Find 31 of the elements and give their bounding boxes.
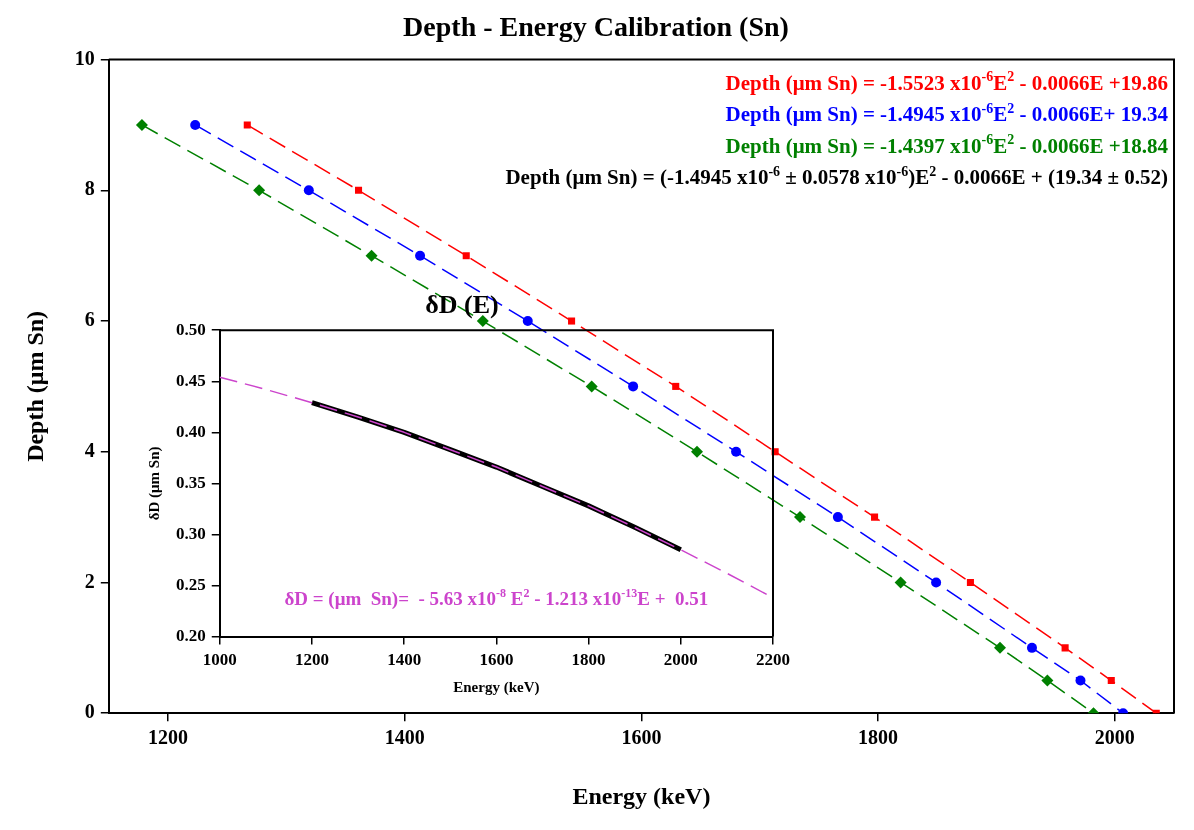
y-axis-title: δD (μm Sn) <box>145 446 163 521</box>
y-tick-label: 10 <box>74 46 95 69</box>
x-tick-label: 1800 <box>571 650 606 670</box>
y-tick-label: 2 <box>84 569 95 592</box>
y-tick-label: 8 <box>84 177 95 200</box>
x-tick-label: 1400 <box>384 726 425 749</box>
y-tick-label: 0.35 <box>176 472 206 492</box>
x-tick-label: 1200 <box>147 726 188 749</box>
x-axis-title: Energy (keV) <box>453 678 540 696</box>
y-tick-label: 0.25 <box>176 574 206 594</box>
y-tick-label: 0.50 <box>176 319 206 339</box>
y-axis-title: Depth (μm Sn) <box>21 310 48 462</box>
y-tick-label: 6 <box>84 308 95 331</box>
x-axis-title: Energy (keV) <box>572 782 711 809</box>
x-tick-label: 1400 <box>387 650 422 670</box>
y-tick-label: 0.30 <box>176 523 206 543</box>
x-tick-label: 1600 <box>621 726 662 749</box>
x-tick-label: 1000 <box>202 650 237 670</box>
x-tick-label: 2000 <box>663 650 698 670</box>
y-tick-label: 0.40 <box>176 421 206 441</box>
chart-title: δD (E) <box>425 290 499 320</box>
x-tick-label: 2000 <box>1094 726 1135 749</box>
x-tick-label: 2200 <box>756 650 790 670</box>
y-tick-label: 0.20 <box>176 625 206 645</box>
x-tick-label: 1200 <box>294 650 329 670</box>
chart-title: Depth - Energy Calibration (Sn) <box>403 11 789 43</box>
y-tick-label: 0.45 <box>176 370 206 390</box>
x-tick-label: 1600 <box>479 650 514 670</box>
y-tick-label: 4 <box>84 438 95 461</box>
x-tick-label: 1800 <box>858 726 899 749</box>
y-tick-label: 0 <box>84 700 95 723</box>
